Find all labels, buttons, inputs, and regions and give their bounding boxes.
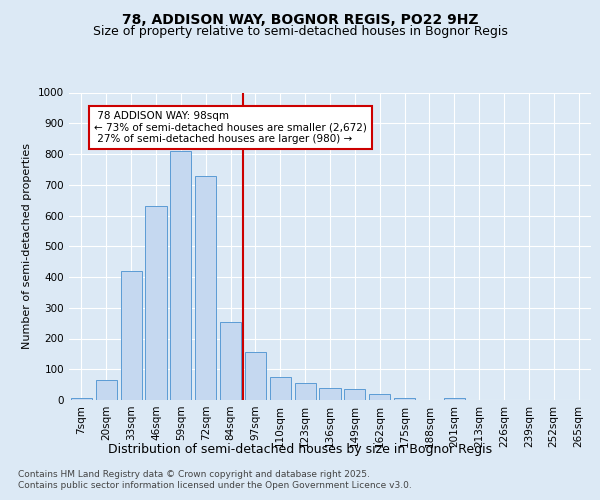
Text: 78, ADDISON WAY, BOGNOR REGIS, PO22 9HZ: 78, ADDISON WAY, BOGNOR REGIS, PO22 9HZ: [122, 12, 478, 26]
Bar: [170, 151, 191, 400]
Bar: [145, 206, 167, 400]
Bar: [71, 398, 92, 400]
Text: Distribution of semi-detached houses by size in Bognor Regis: Distribution of semi-detached houses by …: [108, 442, 492, 456]
Text: 78 ADDISON WAY: 98sqm
← 73% of semi-detached houses are smaller (2,672)
 27% of : 78 ADDISON WAY: 98sqm ← 73% of semi-deta…: [94, 111, 367, 144]
Text: Size of property relative to semi-detached houses in Bognor Regis: Size of property relative to semi-detach…: [92, 25, 508, 38]
Bar: [220, 322, 241, 400]
Bar: [195, 176, 216, 400]
Bar: [121, 271, 142, 400]
Bar: [344, 389, 365, 400]
Bar: [295, 383, 316, 400]
Bar: [96, 380, 117, 400]
Text: Contains HM Land Registry data © Crown copyright and database right 2025.: Contains HM Land Registry data © Crown c…: [18, 470, 370, 479]
Text: Contains public sector information licensed under the Open Government Licence v3: Contains public sector information licen…: [18, 481, 412, 490]
Bar: [319, 388, 341, 400]
Bar: [369, 394, 390, 400]
Bar: [270, 377, 291, 400]
Bar: [394, 398, 415, 400]
Bar: [245, 352, 266, 400]
Bar: [444, 398, 465, 400]
Y-axis label: Number of semi-detached properties: Number of semi-detached properties: [22, 143, 32, 349]
